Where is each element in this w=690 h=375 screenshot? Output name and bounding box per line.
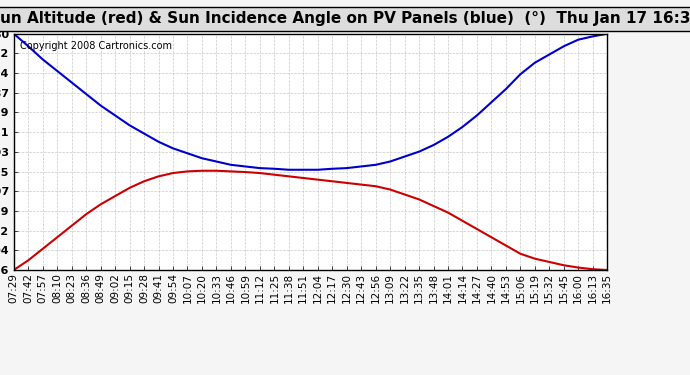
Text: Sun Altitude (red) & Sun Incidence Angle on PV Panels (blue)  (°)  Thu Jan 17 16: Sun Altitude (red) & Sun Incidence Angle… (0, 11, 690, 26)
Text: Copyright 2008 Cartronics.com: Copyright 2008 Cartronics.com (20, 41, 172, 51)
